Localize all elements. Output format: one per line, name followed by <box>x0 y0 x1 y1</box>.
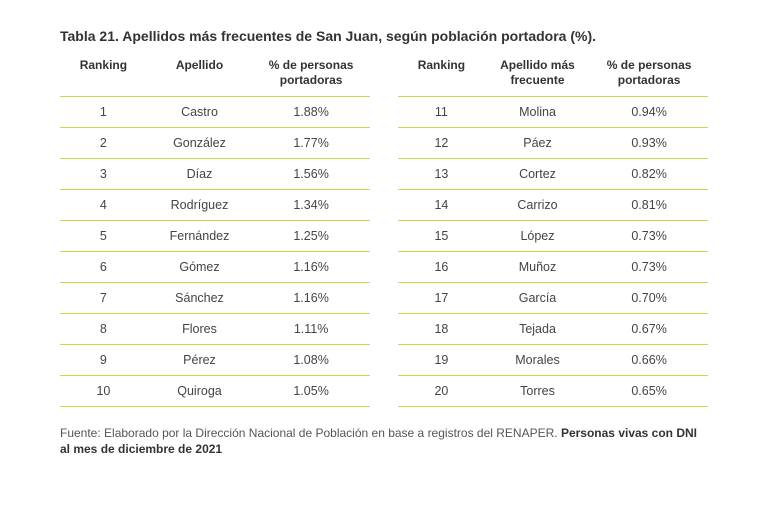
cell-rank: 11 <box>398 105 485 119</box>
cell-name: Flores <box>147 322 252 336</box>
cell-rank: 16 <box>398 260 485 274</box>
cell-pct: 1.25% <box>252 229 370 243</box>
table-row: 19Morales0.66% <box>398 344 708 375</box>
cell-pct: 0.67% <box>590 322 708 336</box>
cell-name: Muñoz <box>485 260 590 274</box>
cell-pct: 1.77% <box>252 136 370 150</box>
table-right: Ranking Apellido más frecuente % de pers… <box>398 58 708 407</box>
cell-pct: 1.56% <box>252 167 370 181</box>
table-row: 1Castro1.88% <box>60 96 370 127</box>
col-pct-label: % de personas portadoras <box>252 58 370 88</box>
table-row: 4Rodríguez1.34% <box>60 189 370 220</box>
cell-rank: 17 <box>398 291 485 305</box>
table-row: 15López0.73% <box>398 220 708 251</box>
table-row: 10Quiroga1.05% <box>60 375 370 407</box>
cell-name: Gómez <box>147 260 252 274</box>
cell-rank: 20 <box>398 384 485 398</box>
cell-pct: 1.11% <box>252 322 370 336</box>
table-title: Tabla 21. Apellidos más frecuentes de Sa… <box>60 28 708 44</box>
table-left-body: 1Castro1.88%2González1.77%3Díaz1.56%4Rod… <box>60 96 370 407</box>
cell-name: Torres <box>485 384 590 398</box>
table-row: 17García0.70% <box>398 282 708 313</box>
cell-rank: 12 <box>398 136 485 150</box>
col-apellido-label: Apellido más frecuente <box>485 58 590 88</box>
table-left: Ranking Apellido % de personas portadora… <box>60 58 370 407</box>
cell-name: Morales <box>485 353 590 367</box>
table-row: 11Molina0.94% <box>398 96 708 127</box>
table-right-body: 11Molina0.94%12Páez0.93%13Cortez0.82%14C… <box>398 96 708 407</box>
cell-rank: 13 <box>398 167 485 181</box>
table-left-head: Ranking Apellido % de personas portadora… <box>60 58 370 96</box>
cell-pct: 0.82% <box>590 167 708 181</box>
table-row: 18Tejada0.67% <box>398 313 708 344</box>
cell-rank: 6 <box>60 260 147 274</box>
cell-name: Páez <box>485 136 590 150</box>
cell-name: Fernández <box>147 229 252 243</box>
table-right-head: Ranking Apellido más frecuente % de pers… <box>398 58 708 96</box>
cell-rank: 3 <box>60 167 147 181</box>
table-row: 20Torres0.65% <box>398 375 708 407</box>
cell-rank: 7 <box>60 291 147 305</box>
cell-rank: 5 <box>60 229 147 243</box>
cell-name: Tejada <box>485 322 590 336</box>
cell-pct: 0.93% <box>590 136 708 150</box>
cell-name: Molina <box>485 105 590 119</box>
table-row: 16Muñoz0.73% <box>398 251 708 282</box>
cell-pct: 1.88% <box>252 105 370 119</box>
table-row: 2González1.77% <box>60 127 370 158</box>
cell-rank: 18 <box>398 322 485 336</box>
cell-rank: 1 <box>60 105 147 119</box>
cell-pct: 0.65% <box>590 384 708 398</box>
col-apellido-label: Apellido <box>147 58 252 73</box>
cell-pct: 0.73% <box>590 229 708 243</box>
footnote-text: Fuente: Elaborado por la Dirección Nacio… <box>60 426 561 440</box>
table-row: 6Gómez1.16% <box>60 251 370 282</box>
cell-name: Cortez <box>485 167 590 181</box>
cell-rank: 8 <box>60 322 147 336</box>
cell-name: Sánchez <box>147 291 252 305</box>
col-ranking-label: Ranking <box>60 58 147 73</box>
col-ranking-label: Ranking <box>398 58 485 73</box>
table-row: 13Cortez0.82% <box>398 158 708 189</box>
cell-name: Quiroga <box>147 384 252 398</box>
cell-name: Castro <box>147 105 252 119</box>
cell-pct: 0.81% <box>590 198 708 212</box>
table-row: 5Fernández1.25% <box>60 220 370 251</box>
table-row: 7Sánchez1.16% <box>60 282 370 313</box>
cell-name: Pérez <box>147 353 252 367</box>
cell-name: Rodríguez <box>147 198 252 212</box>
table-row: 12Páez0.93% <box>398 127 708 158</box>
cell-pct: 0.70% <box>590 291 708 305</box>
cell-rank: 9 <box>60 353 147 367</box>
cell-pct: 0.73% <box>590 260 708 274</box>
table-row: 14Carrizo0.81% <box>398 189 708 220</box>
table-row: 8Flores1.11% <box>60 313 370 344</box>
cell-name: Carrizo <box>485 198 590 212</box>
cell-pct: 1.08% <box>252 353 370 367</box>
cell-name: Díaz <box>147 167 252 181</box>
cell-rank: 15 <box>398 229 485 243</box>
col-pct-label: % de personas portadoras <box>590 58 708 88</box>
cell-pct: 1.16% <box>252 291 370 305</box>
cell-pct: 1.34% <box>252 198 370 212</box>
cell-name: López <box>485 229 590 243</box>
cell-name: González <box>147 136 252 150</box>
cell-pct: 1.16% <box>252 260 370 274</box>
cell-name: García <box>485 291 590 305</box>
table-row: 9Pérez1.08% <box>60 344 370 375</box>
cell-rank: 4 <box>60 198 147 212</box>
cell-rank: 10 <box>60 384 147 398</box>
cell-pct: 0.94% <box>590 105 708 119</box>
cell-pct: 0.66% <box>590 353 708 367</box>
cell-rank: 14 <box>398 198 485 212</box>
table-row: 3Díaz1.56% <box>60 158 370 189</box>
tables-wrapper: Ranking Apellido % de personas portadora… <box>60 58 708 407</box>
cell-rank: 19 <box>398 353 485 367</box>
cell-rank: 2 <box>60 136 147 150</box>
footnote: Fuente: Elaborado por la Dirección Nacio… <box>60 425 708 457</box>
cell-pct: 1.05% <box>252 384 370 398</box>
